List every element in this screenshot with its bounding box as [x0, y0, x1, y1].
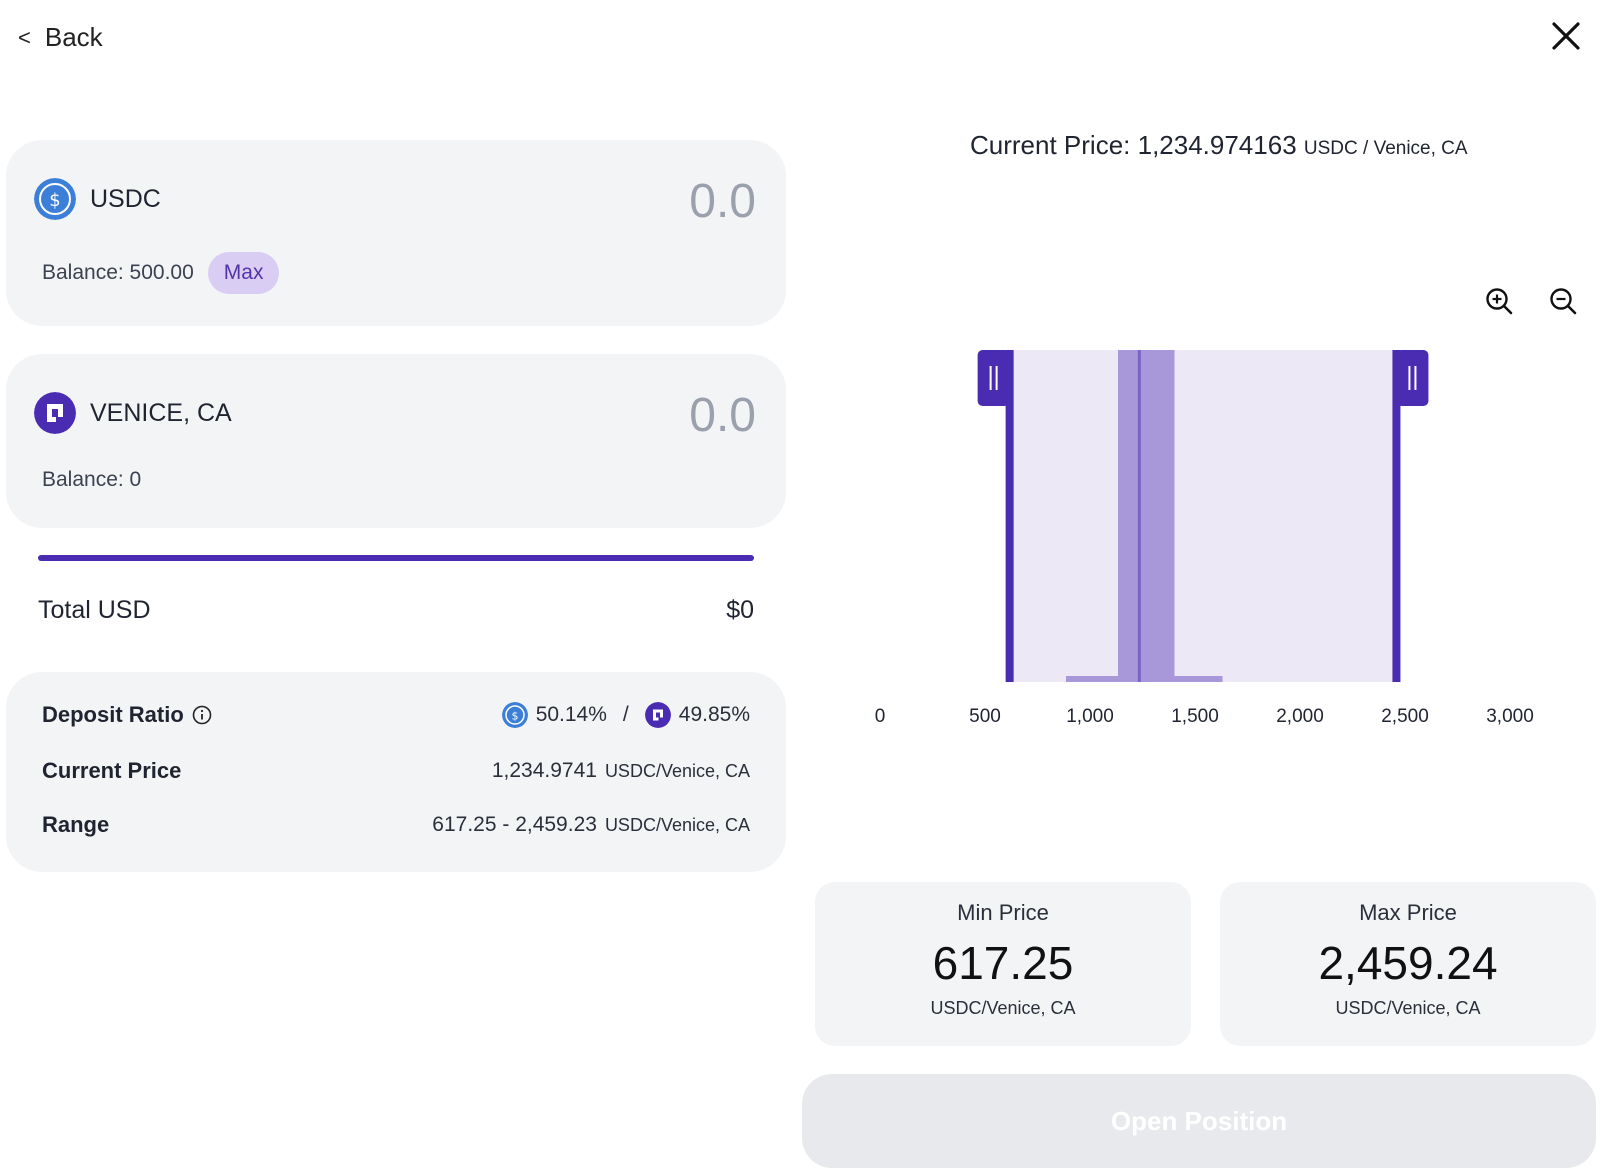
info-icon[interactable]	[192, 705, 212, 725]
close-icon[interactable]	[1548, 18, 1584, 54]
ratio-usdc: 50.14%	[535, 703, 607, 726]
max-price-label: Max Price	[1359, 900, 1457, 925]
price-range-chart: 0 500 1,000 1,500 2,000 2,500 3,000	[875, 350, 1534, 727]
venice-small-icon	[644, 702, 671, 728]
zoom-out-icon[interactable]	[1548, 286, 1578, 316]
deposit-ratio-label: Deposit Ratio	[42, 702, 184, 727]
range-value-group: 617.25 - 2,459.23 USDC/Venice, CA	[432, 813, 750, 837]
current-price-row: Current Price 1,234.9741 USDC/Venice, CA	[42, 758, 750, 784]
ratio-venice: 49.85%	[678, 703, 750, 726]
ratio-separator: /	[622, 703, 629, 726]
chevron-left-icon: <	[18, 24, 31, 50]
current-price-label: Current Price	[42, 758, 182, 783]
min-range-handle[interactable]	[977, 350, 1010, 406]
range-label: Range	[42, 812, 110, 837]
venice-symbol: VENICE, CA	[90, 398, 232, 427]
venice-input-card: VENICE, CA 0.0 Balance: 0	[6, 354, 786, 528]
x-tick-label: 1,500	[1171, 706, 1219, 727]
position-details-card: Deposit Ratio $ 50.14% / 49.85% Current …	[6, 672, 786, 872]
total-usd-value: $0	[726, 596, 754, 624]
usdc-balance: Balance: 500.00	[42, 261, 194, 284]
max-button[interactable]: Max	[207, 252, 280, 294]
deposit-ratio-row: Deposit Ratio $ 50.14% / 49.85%	[42, 702, 750, 728]
range-unit: USDC/Venice, CA	[604, 814, 750, 835]
total-usd-label: Total USD	[38, 596, 151, 624]
deposit-ratio-label-group: Deposit Ratio	[42, 702, 212, 728]
range-value: 617.25 - 2,459.23	[432, 813, 597, 836]
svg-text:$: $	[49, 190, 60, 211]
min-price-unit: USDC/Venice, CA	[930, 998, 1076, 1018]
open-position-button[interactable]: Open Position	[802, 1074, 1596, 1168]
venice-token-icon	[34, 392, 76, 434]
venice-balance: Balance: 0	[42, 468, 142, 491]
x-tick-label: 500	[969, 706, 1001, 727]
usdc-symbol: USDC	[90, 184, 161, 213]
chart-current-price-label: Current Price: 1,234.974163	[970, 130, 1297, 160]
x-tick-label: 2,500	[1381, 706, 1429, 727]
back-label: Back	[44, 22, 103, 52]
max-price-box[interactable]: Max Price 2,459.24 USDC/Venice, CA	[1220, 882, 1596, 1046]
deposit-ratio-value: $ 50.14% / 49.85%	[501, 702, 750, 728]
chart-current-price-unit: USDC / Venice, CA	[1303, 138, 1468, 159]
x-tick-label: 2,000	[1276, 706, 1324, 727]
current-price-unit: USDC/Venice, CA	[604, 760, 750, 781]
ratio-divider	[38, 555, 754, 561]
venice-amount-input[interactable]: 0.0	[689, 389, 756, 442]
svg-text:$: $	[511, 710, 518, 723]
selected-range-area	[1009, 350, 1397, 682]
zoom-in-icon[interactable]	[1484, 286, 1514, 316]
current-price-value: 1,234.9741	[491, 759, 597, 782]
usdc-small-icon: $	[501, 702, 528, 728]
max-price-value[interactable]: 2,459.24	[1318, 937, 1498, 989]
usdc-input-card: $ USDC 0.0 Balance: 500.00 Max	[6, 140, 786, 326]
x-tick-label: 1,000	[1066, 706, 1114, 727]
min-range-line	[1005, 350, 1014, 682]
max-range-handle[interactable]	[1396, 350, 1429, 406]
venice-token-selector: VENICE, CA	[34, 392, 232, 434]
chart-current-price: Current Price: 1,234.974163 USDC / Venic…	[970, 130, 1468, 161]
usdc-icon: $	[34, 178, 76, 220]
usdc-token-selector: $ USDC	[34, 178, 161, 220]
usdc-amount-input[interactable]: 0.0	[689, 175, 756, 228]
min-price-box[interactable]: Min Price 617.25 USDC/Venice, CA	[815, 882, 1191, 1046]
range-row: Range 617.25 - 2,459.23 USDC/Venice, CA	[42, 812, 750, 838]
min-price-value[interactable]: 617.25	[932, 937, 1074, 989]
x-tick-label: 3,000	[1486, 706, 1534, 727]
current-price-value-group: 1,234.9741 USDC/Venice, CA	[492, 759, 750, 783]
back-button[interactable]: < Back	[18, 22, 103, 53]
max-range-line	[1392, 350, 1401, 682]
x-tick-label: 0	[875, 706, 886, 727]
venice-balance-row: Balance: 0	[42, 468, 141, 492]
max-price-unit: USDC/Venice, CA	[1335, 998, 1481, 1018]
min-price-label: Min Price	[957, 900, 1049, 925]
usdc-balance-row: Balance: 500.00 Max	[42, 252, 280, 294]
liquidity-bar	[1118, 350, 1175, 682]
